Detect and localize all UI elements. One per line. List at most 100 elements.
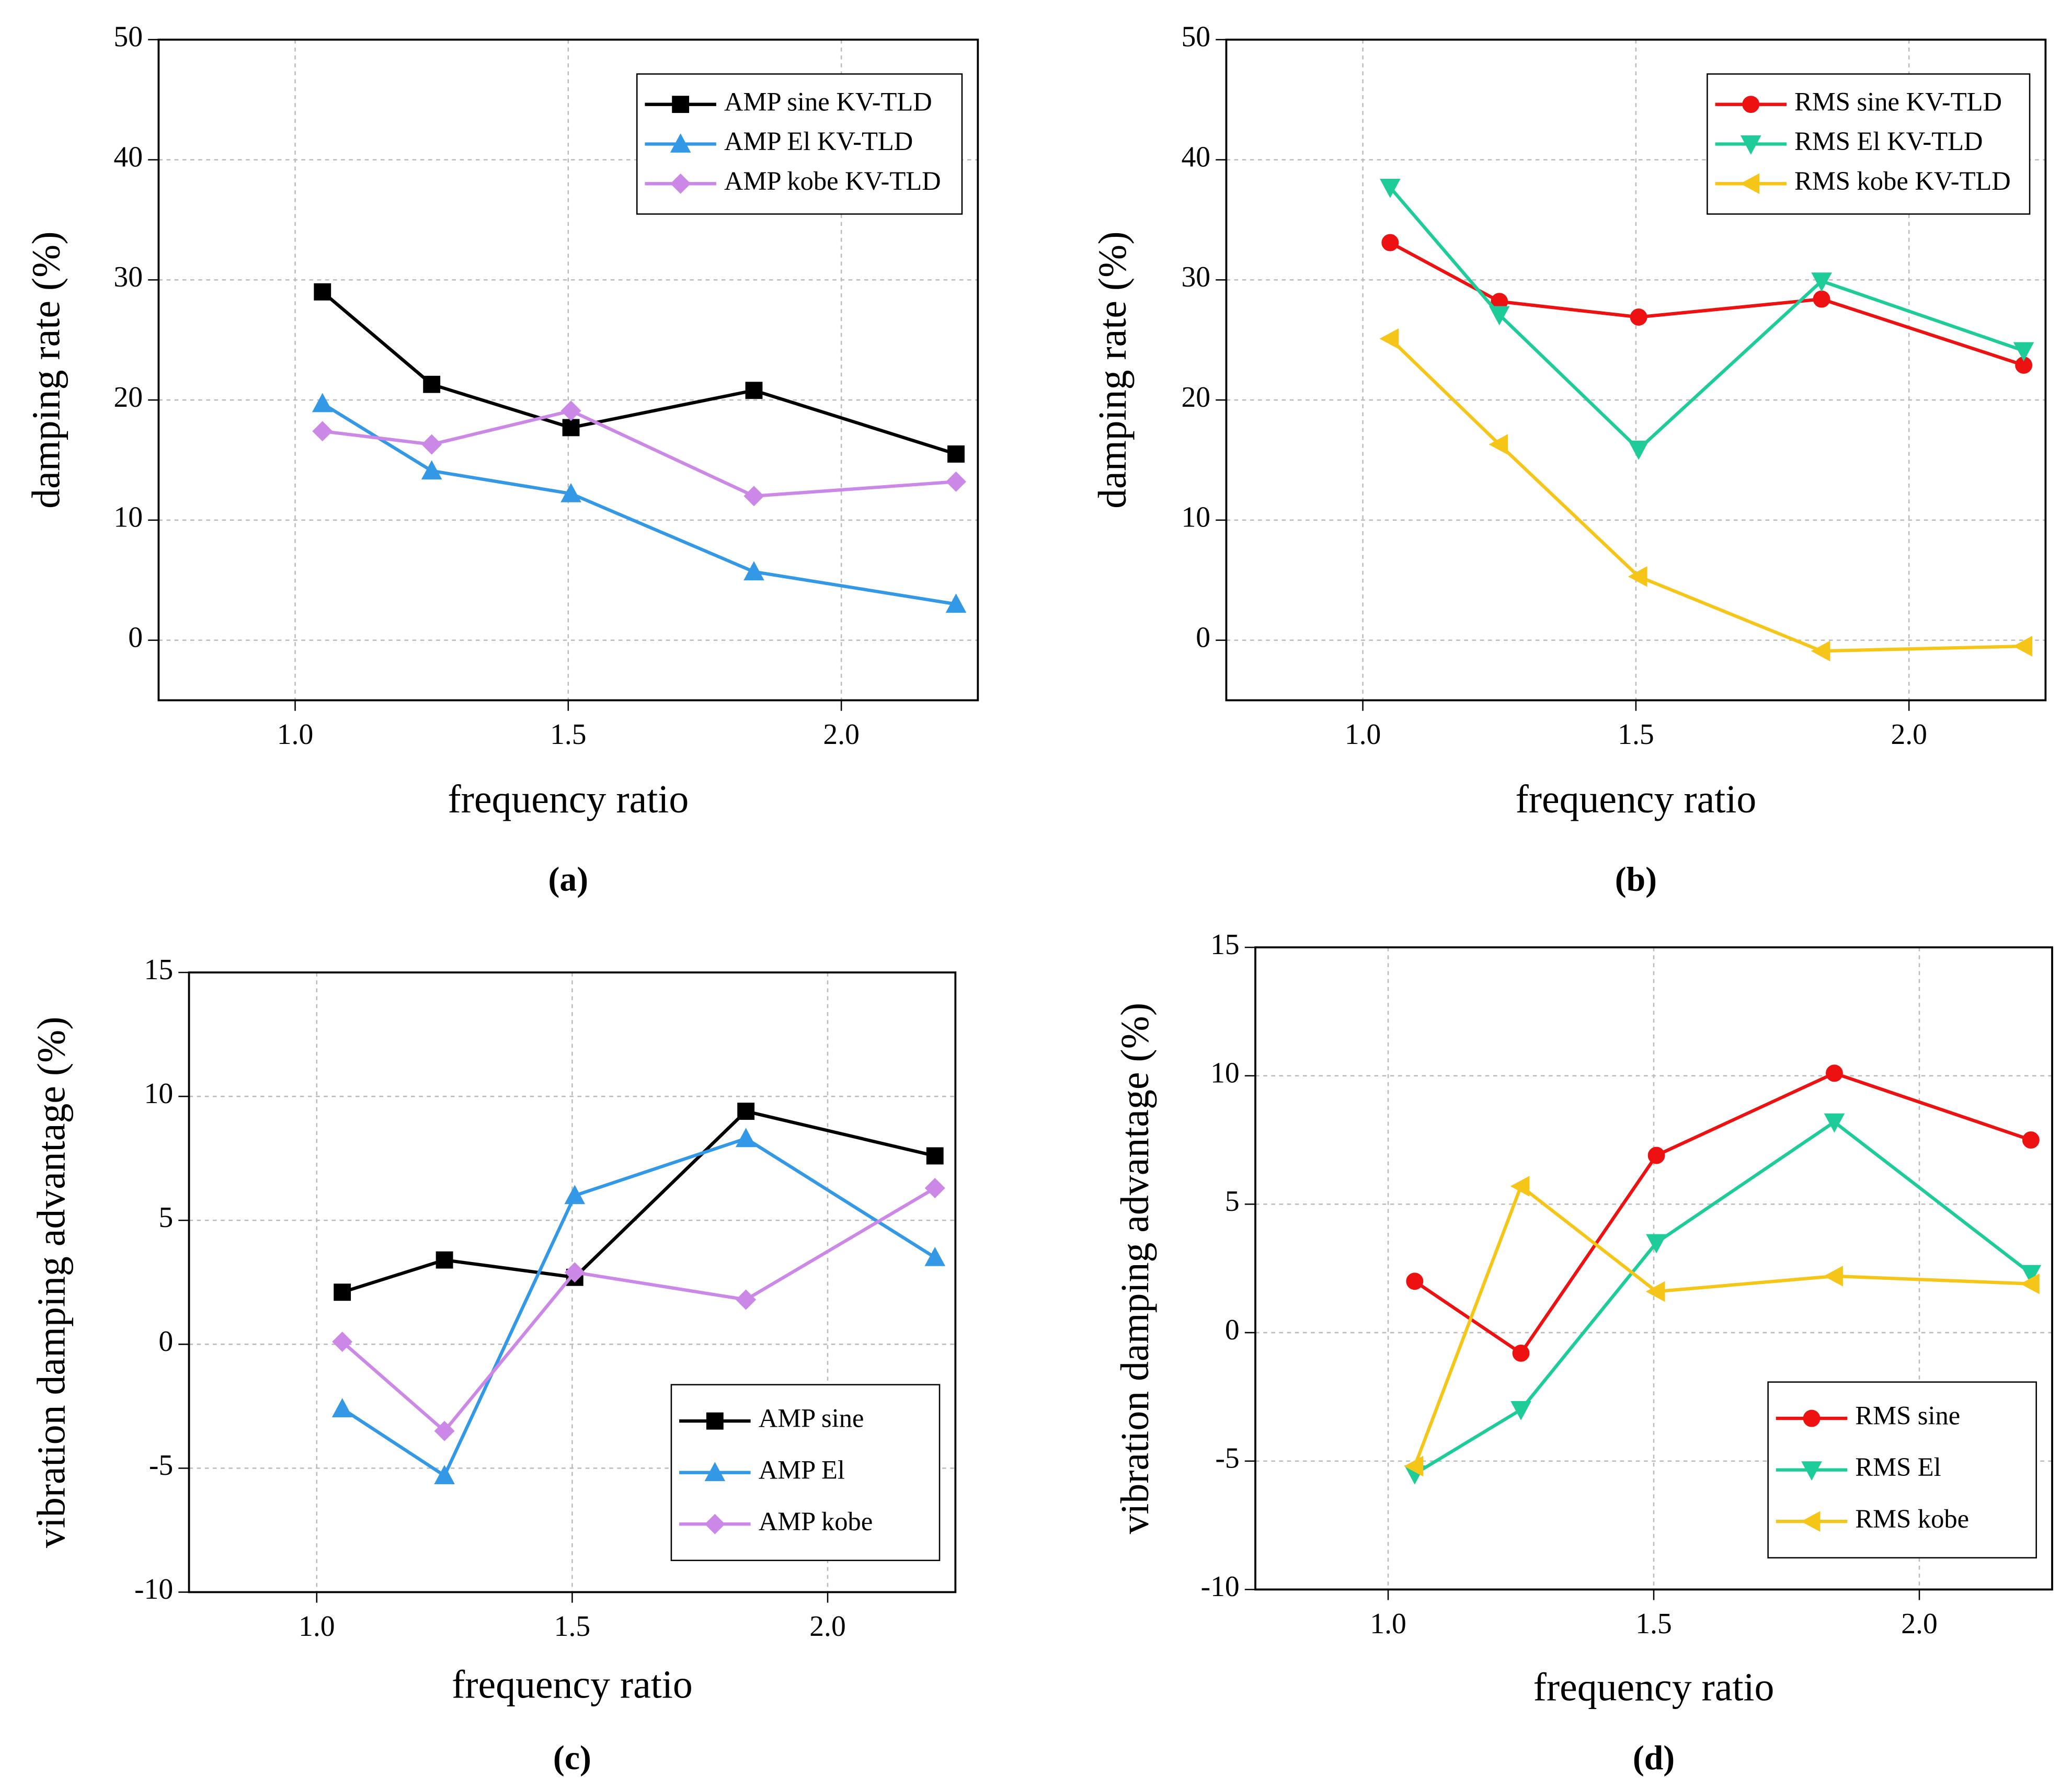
y-axis-label: damping rate (%) (1091, 231, 1135, 508)
x-axis-label: frequency ratio (448, 777, 689, 821)
marker (1404, 1455, 1424, 1477)
marker (2013, 342, 2034, 362)
marker (672, 96, 690, 113)
y-tick-label: 10 (1182, 501, 1211, 534)
y-tick-label: 20 (1182, 381, 1211, 414)
marker (704, 1513, 725, 1534)
marker (946, 471, 966, 492)
y-axis-label: vibration damping advantage (%) (1113, 1003, 1157, 1534)
chart-panel: 1.0 1.5 2.0 -10 -5 0 5 10 15 frequency ratio vibra… (30, 954, 957, 1777)
y-tick-label: -10 (1201, 1570, 1240, 1603)
marker (1379, 328, 1399, 349)
x-tick-label: 1.5 (1635, 1608, 1672, 1640)
marker (332, 1332, 353, 1352)
marker (1740, 135, 1761, 155)
marker (1811, 272, 1832, 292)
x-tick-label: 1.0 (299, 1610, 335, 1643)
marker (1824, 1113, 1845, 1133)
marker (926, 1147, 944, 1165)
x-axis-label: frequency ratio (1533, 1665, 1775, 1709)
marker (1803, 1409, 1821, 1427)
series-line (1414, 1071, 2032, 1356)
y-axis-label: vibration damping advantage (%) (30, 1016, 74, 1548)
y-tick-label: 40 (113, 141, 143, 173)
x-tick-label: 1.0 (277, 718, 314, 751)
y-tick-label: -5 (1215, 1442, 1239, 1474)
series-line (1389, 186, 2024, 452)
legend-label: RMS sine KV-TLD (1794, 87, 2002, 116)
x-tick-label: 1.0 (1345, 718, 1381, 751)
marker (947, 445, 965, 463)
marker (736, 1289, 757, 1310)
marker (564, 1262, 585, 1283)
legend-label: AMP sine (759, 1404, 864, 1433)
marker (1628, 566, 1647, 587)
marker (314, 283, 331, 301)
y-tick-label: 20 (113, 381, 143, 414)
series-line (322, 402, 957, 606)
x-axis-label: frequency ratio (452, 1662, 693, 1706)
marker (1742, 96, 1760, 113)
marker (312, 393, 333, 412)
legend-label: RMS kobe KV-TLD (1794, 166, 2011, 196)
marker (434, 1420, 455, 1441)
marker (2013, 636, 2033, 657)
y-tick-label: 5 (158, 1201, 173, 1234)
y-tick-label: 10 (144, 1077, 174, 1110)
x-axis-label: frequency ratio (1515, 777, 1756, 821)
marker (423, 375, 441, 393)
x-tick-label: 2.0 (823, 718, 860, 751)
y-tick-label: 40 (1182, 141, 1211, 173)
marker (737, 1103, 755, 1120)
y-tick-label: 15 (1210, 928, 1240, 961)
marker (436, 1251, 453, 1269)
marker (331, 1398, 353, 1418)
marker (1801, 1461, 1822, 1481)
marker (1510, 1401, 1531, 1420)
marker (560, 400, 581, 421)
marker (2020, 1273, 2040, 1294)
marker (1630, 308, 1647, 326)
marker (1512, 1344, 1530, 1362)
y-tick-label: 50 (1182, 21, 1211, 53)
marker (735, 1128, 757, 1148)
marker (1801, 1511, 1821, 1532)
marker (1489, 306, 1510, 326)
y-tick-label: 10 (1210, 1057, 1240, 1090)
x-tick-label: 2.0 (1891, 718, 1927, 751)
x-tick-label: 2.0 (1901, 1608, 1938, 1640)
x-tick-label: 1.5 (1618, 718, 1654, 751)
y-tick-label: 0 (128, 621, 143, 653)
x-tick-label: 2.0 (809, 1610, 845, 1643)
y-axis-label: damping rate (%) (25, 231, 68, 508)
marker (1406, 1272, 1424, 1290)
x-tick-label: 1.5 (550, 718, 587, 751)
marker (562, 419, 580, 437)
marker (945, 593, 967, 613)
marker (745, 382, 763, 399)
plot-frame (188, 971, 957, 1593)
marker (312, 421, 333, 442)
plot-frame (1254, 946, 2053, 1591)
legend-label: RMS sine (1855, 1401, 1960, 1430)
legend-label: RMS El (1855, 1452, 1941, 1482)
chart-panel: 1.0 1.5 2.0 0 10 20 30 40 50 frequency ratio dampi… (25, 21, 979, 898)
y-tick-label: -10 (134, 1573, 173, 1605)
caption: (b) (1615, 860, 1657, 898)
plot-frame (157, 38, 979, 702)
legend-label: RMS El KV-TLD (1794, 127, 1983, 156)
marker (924, 1247, 946, 1266)
marker (1826, 1064, 1843, 1082)
marker (743, 486, 764, 507)
series-line (321, 290, 957, 456)
marker (1811, 640, 1830, 662)
marker (560, 483, 581, 502)
marker (2020, 1265, 2042, 1285)
y-tick-label: 0 (1225, 1314, 1240, 1346)
marker (1646, 1234, 1667, 1254)
legend-label: AMP kobe KV-TLD (724, 166, 941, 196)
caption: (a) (548, 860, 589, 898)
legend-label: RMS kobe (1855, 1504, 1969, 1533)
caption: (c) (553, 1739, 591, 1777)
